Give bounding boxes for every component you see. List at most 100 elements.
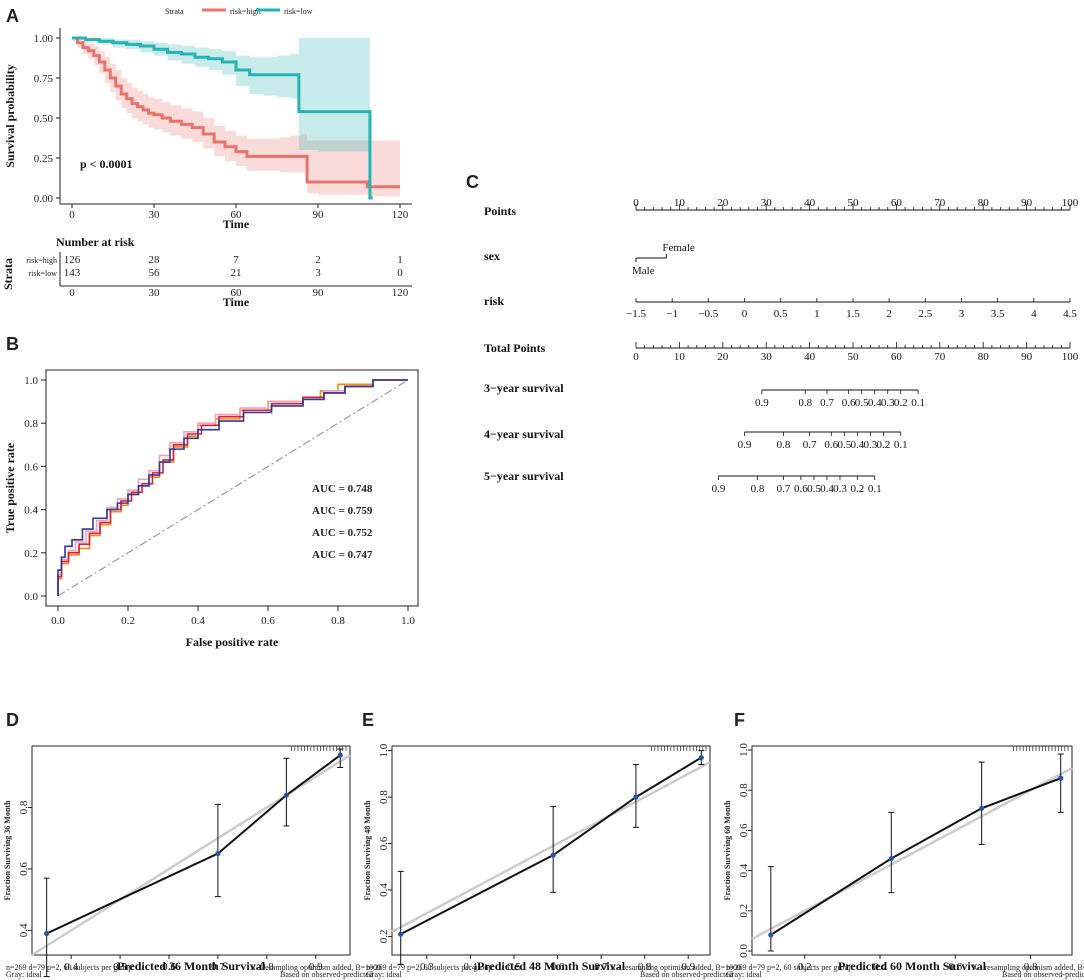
calib-ylabel-E: Fraction Surviving 48 Month: [363, 800, 372, 900]
nomo-survival-tick-label: 0.9: [755, 397, 769, 409]
roc-xtick-label: 0.4: [191, 615, 205, 627]
roc-auc-label-2: AUC = 0.759: [312, 505, 373, 517]
nomo-row-label: Total Points: [484, 341, 546, 355]
nomo-survival-tick-label: 0.1: [911, 397, 925, 409]
calib-point: [698, 755, 704, 761]
nomo-survival-tick-label: 0.4: [850, 439, 864, 451]
nomo-points-tick-label: 60: [891, 197, 903, 209]
risk-table-xtick-label: 0: [69, 287, 75, 299]
nomo-risk-tick-label: −1: [666, 308, 678, 320]
km-xtick-label: 90: [313, 209, 325, 221]
roc-reference-line: [57, 379, 409, 597]
nomo-total-tick-label: 60: [891, 351, 903, 363]
nomo-survival-tick-label: 0.4: [820, 483, 834, 495]
nomo-risk-tick-label: 3.5: [991, 308, 1005, 320]
nomo-row-label: 5−year survival: [484, 469, 564, 483]
calib-point: [44, 930, 50, 937]
calib-ytick-label: 0.6: [18, 862, 30, 876]
calib-frame-D: [31, 745, 351, 956]
calib-ytick-label: 1.0: [378, 743, 390, 757]
nomo-points-tick-label: 80: [978, 197, 990, 209]
calib-ytick-label: 1.0: [738, 743, 750, 757]
calib-xtick-label: 0.8: [1024, 961, 1038, 973]
calib-xtick-label: 0.7: [211, 961, 225, 973]
calib-ideal-line-E: [391, 761, 711, 933]
risk-table-count: 1: [397, 254, 403, 266]
risk-table-count: 126: [64, 254, 81, 266]
nomo-row-label: 4−year survival: [484, 427, 564, 441]
nomo-points-tick-label: 10: [674, 197, 686, 209]
nomo-risk-tick-label: −0.5: [698, 308, 718, 320]
nomo-survival-tick-label: 0.2: [850, 483, 864, 495]
km-curve-high: [72, 36, 400, 189]
nomo-risk-tick-label: 0.5: [774, 308, 788, 320]
km-xlabel: Time: [223, 217, 250, 231]
calib-footnote-left: Gray: ideal: [366, 970, 403, 979]
calib-frame-E: [391, 745, 711, 956]
nomo-risk-tick-label: 2: [886, 308, 892, 320]
calib-xtick-label: 0.9: [681, 961, 695, 973]
calib-ytick-label: 0.8: [378, 790, 390, 804]
calib-xtick-label: 0.5: [113, 961, 127, 973]
nomo-survival-tick-label: 0.4: [868, 397, 882, 409]
roc-auc-label-1: AUC = 0.748: [312, 483, 373, 495]
km-ytick-label: 0.00: [34, 193, 54, 205]
calib-ytick-label: 0.2: [738, 904, 750, 918]
nomo-survival-tick-label: 0.9: [712, 483, 726, 495]
km-ytick-label: 0.50: [34, 113, 54, 125]
nomo-risk-tick-label: 2.5: [918, 308, 932, 320]
panel-label-F: F: [734, 710, 745, 730]
calib-point: [337, 752, 343, 758]
risk-table-row-label: risk=high: [26, 256, 57, 265]
nomo-survival-tick-label: 0.2: [877, 439, 891, 451]
km-curve-low: [72, 36, 373, 200]
roc-ytick-label: 0.4: [24, 505, 38, 517]
nomo-row-label: risk: [484, 294, 504, 308]
risk-table-count: 143: [64, 267, 81, 279]
risk-table-count: 0: [397, 267, 403, 279]
nomo-total-tick-label: 30: [761, 351, 773, 363]
calib-xtick-label: 0.9: [309, 961, 323, 973]
nomo-survival-tick-label: 0.2: [894, 397, 908, 409]
roc-ytick-label: 0.0: [24, 591, 38, 603]
risk-table-count: 3: [315, 267, 321, 279]
calib-xtick-label: 0.8: [638, 961, 652, 973]
calib-point: [398, 931, 404, 937]
risk-table-xlabel: Time: [223, 295, 250, 309]
nomo-survival-tick-label: 0.1: [894, 439, 908, 451]
roc-ytick-label: 0.8: [24, 418, 38, 430]
roc-xtick-label: 0.0: [51, 615, 65, 627]
nomo-total-tick-label: 100: [1062, 351, 1079, 363]
calib-xtick-label: 0.6: [162, 961, 176, 973]
calib-xtick-label: 0.4: [64, 961, 78, 973]
calib-footnote-right: Based on observed-predicted: [640, 970, 733, 979]
km-legend-low: risk=low: [284, 7, 313, 16]
calib-observed-line-F: [770, 777, 1062, 936]
km-legend-high: risk=high: [230, 7, 261, 16]
nomo-survival-tick-label: 0.5: [837, 439, 851, 451]
nomo-sex-female: Female: [662, 242, 694, 254]
roc-ytick-label: 0.2: [24, 548, 38, 560]
risk-table-title: Number at risk: [56, 235, 135, 249]
calib-footnote-right: X - resampling optimism added, B=1000: [610, 963, 741, 972]
calib-xtick-label: 0.5: [507, 961, 521, 973]
nomo-risk-tick-label: 4: [1031, 308, 1037, 320]
calib-point: [633, 794, 639, 800]
roc-xtick-label: 0.8: [331, 615, 345, 627]
calib-ytick-label: 0.4: [378, 883, 390, 897]
risk-table-xtick-label: 30: [149, 287, 161, 299]
calib-footnote-right: X - resampling optimism added, B=1000: [972, 963, 1084, 972]
nomo-total-tick-label: 20: [717, 351, 729, 363]
nomo-survival-tick-label: 0.1: [868, 483, 882, 495]
calib-ytick-label: 0.4: [18, 923, 30, 937]
calib-ytick-label: 0.6: [738, 823, 750, 837]
nomo-risk-tick-label: 4.5: [1063, 308, 1077, 320]
km-ytick-label: 1.00: [34, 33, 54, 45]
calib-xtick-label: 0.4: [873, 961, 887, 973]
calib-footnote-left: Gray: ideal: [6, 970, 43, 979]
risk-table-count: 28: [149, 254, 161, 266]
roc-ylabel: True positive rate: [3, 442, 17, 533]
roc-frame: [45, 369, 419, 607]
roc-ytick-label: 1.0: [24, 375, 38, 387]
calib-point: [283, 792, 289, 798]
